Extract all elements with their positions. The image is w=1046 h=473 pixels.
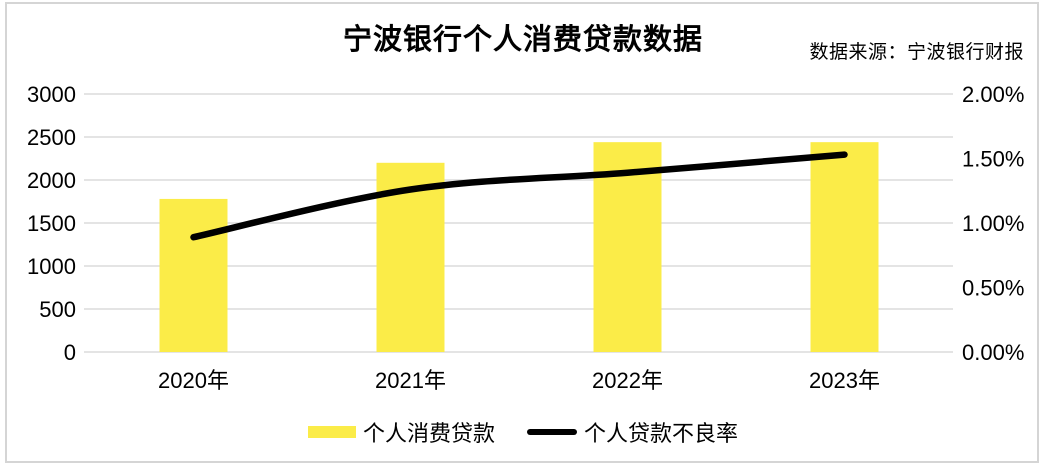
chart-card-border — [5, 2, 1039, 463]
bar-series-label: 个人消费贷款 — [362, 421, 495, 446]
x-axis-label: 2020年 — [158, 368, 229, 393]
x-axis-label: 2023年 — [809, 368, 880, 393]
left-axis-tick: 1500 — [27, 211, 76, 236]
left-axis-tick: 0 — [64, 340, 76, 365]
left-axis-tick: 3000 — [27, 82, 76, 107]
bar-2020年 — [159, 198, 228, 352]
right-axis-tick: 1.00% — [962, 211, 1024, 236]
right-axis-tick: 0.00% — [962, 340, 1024, 365]
legend-item-consumer-loans: 个人消费贷款 — [307, 416, 495, 448]
x-axis-label: 2021年 — [375, 368, 446, 393]
right-axis-tick: 2.00% — [962, 82, 1024, 107]
data-source-label: 数据来源：宁波银行财报 — [809, 42, 1024, 63]
left-axis-tick: 2500 — [27, 125, 76, 150]
chart-legend: 个人消费贷款 个人贷款不良率 — [0, 416, 1046, 448]
left-axis-tick: 500 — [39, 297, 76, 322]
legend-item-npl-rate: 个人贷款不良率 — [527, 416, 738, 448]
chart-title: 宁波银行个人消费贷款数据 — [342, 24, 703, 56]
right-axis-tick: 1.50% — [962, 147, 1024, 172]
left-axis-tick: 2000 — [27, 168, 76, 193]
line-series-label: 个人贷款不良率 — [584, 421, 739, 446]
x-axis-label: 2022年 — [592, 368, 663, 393]
npl-rate-line — [190, 151, 848, 241]
left-axis-tick: 1000 — [27, 254, 76, 279]
bar-series-swatch — [307, 426, 356, 438]
bar-2023年 — [810, 142, 879, 352]
right-axis-tick: 0.50% — [962, 276, 1024, 301]
line-series-swatch — [527, 429, 577, 435]
